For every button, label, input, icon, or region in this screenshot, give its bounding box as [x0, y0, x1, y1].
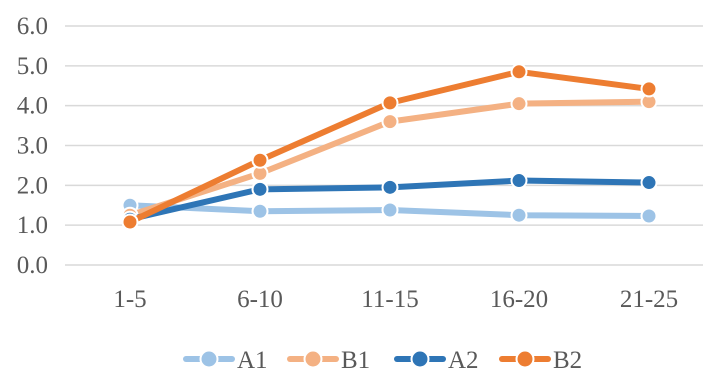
x-tick-label: 16-20: [490, 286, 548, 313]
series-lines: [121, 63, 658, 231]
x-tick-label: 1-5: [113, 286, 146, 313]
x-axis: 1-5 6-10 11-15 16-20 21-25: [113, 286, 678, 313]
data-point: [510, 206, 528, 224]
series-a2: [121, 172, 658, 228]
legend-item-a2: A2: [394, 347, 479, 374]
data-point: [381, 201, 399, 219]
legend-item-a1: A1: [183, 347, 268, 374]
series-b1: [121, 93, 658, 224]
legend: A1 B1 A2 B2: [183, 347, 582, 374]
series-b2: [121, 63, 658, 231]
data-point: [510, 63, 528, 81]
data-point: [381, 113, 399, 131]
y-tick-label: 1.0: [17, 212, 48, 239]
legend-marker: [303, 349, 323, 369]
legend-label: B1: [341, 347, 370, 374]
y-tick-label: 0.0: [17, 252, 48, 279]
y-tick-label: 6.0: [17, 13, 48, 40]
data-point: [251, 202, 269, 220]
data-point: [640, 207, 658, 225]
data-point: [381, 178, 399, 196]
data-point: [121, 213, 139, 231]
legend-item-b1: B1: [287, 347, 370, 374]
x-tick-label: 21-25: [620, 286, 678, 313]
y-tick-label: 3.0: [17, 133, 48, 160]
data-point: [640, 80, 658, 98]
y-axis: 0.0 1.0 2.0 3.0 4.0 5.0 6.0: [17, 13, 48, 279]
data-point: [510, 95, 528, 113]
data-point: [251, 180, 269, 198]
gridlines: [65, 25, 703, 266]
legend-marker: [515, 349, 535, 369]
legend-label: A2: [448, 347, 479, 374]
x-tick-label: 6-10: [237, 286, 283, 313]
x-tick-label: 11-15: [361, 286, 418, 313]
legend-item-b2: B2: [499, 347, 582, 374]
legend-marker: [199, 349, 219, 369]
legend-label: A1: [237, 347, 268, 374]
y-tick-label: 4.0: [17, 93, 48, 120]
data-point: [640, 174, 658, 192]
y-tick-label: 2.0: [17, 172, 48, 199]
data-point: [251, 151, 269, 169]
data-point: [381, 94, 399, 112]
data-point: [510, 172, 528, 190]
legend-marker: [410, 349, 430, 369]
legend-label: B2: [553, 347, 582, 374]
series-a1: [121, 196, 658, 225]
y-tick-label: 5.0: [17, 53, 48, 80]
